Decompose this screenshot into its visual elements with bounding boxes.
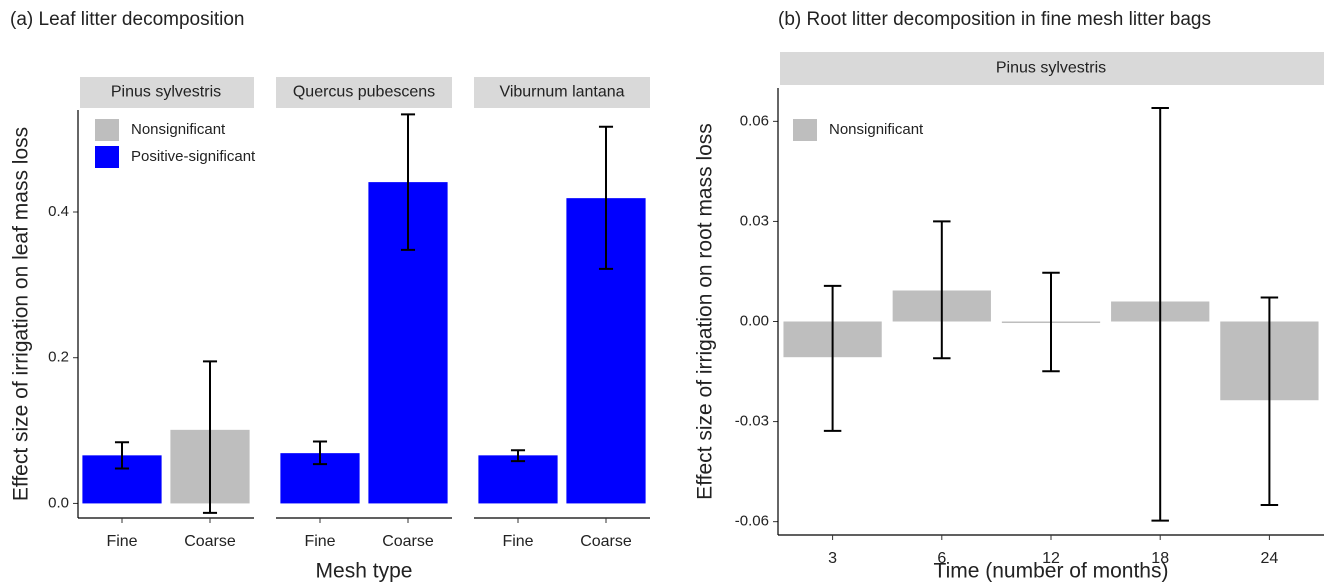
x-tick-label: Coarse	[184, 533, 236, 550]
legend-swatch	[95, 119, 119, 141]
facet-strip	[780, 52, 1324, 85]
y-tick-label: -0.06	[735, 513, 769, 530]
error-bar	[400, 113, 416, 251]
facet-strip	[474, 77, 650, 108]
error-bar	[202, 360, 218, 514]
x-tick-label: Coarse	[382, 533, 434, 550]
x-tick-label: 6	[937, 550, 946, 567]
facet-label: Pinus sylvestris	[111, 84, 221, 101]
x-axis-label: Mesh type	[316, 560, 413, 582]
y-axis-label: Effect size of irrigation on root mass l…	[694, 123, 717, 500]
x-tick-label: 24	[1261, 550, 1279, 567]
panel-title: (a) Leaf litter decomposition	[10, 9, 244, 30]
x-tick-label: Fine	[502, 533, 533, 550]
y-tick-label: 0.2	[48, 349, 69, 366]
x-tick-label: Coarse	[580, 533, 632, 550]
error-bar	[1042, 271, 1060, 373]
error-bar	[510, 449, 526, 463]
legend-swatch	[793, 119, 817, 141]
error-bar	[114, 441, 130, 470]
x-tick-label: Fine	[304, 533, 335, 550]
error-bar	[598, 125, 614, 270]
error-bar	[933, 220, 951, 360]
facet-label: Pinus sylvestris	[996, 60, 1106, 77]
error-bar	[1151, 107, 1169, 522]
legend-swatch	[95, 146, 119, 168]
x-tick-label: 12	[1042, 550, 1060, 567]
bar	[478, 455, 558, 504]
panel-title: (b) Root litter decomposition in fine me…	[778, 9, 1211, 30]
y-tick-label: 0.03	[740, 212, 769, 229]
y-tick-label: -0.03	[735, 413, 769, 430]
y-tick-label: 0.06	[740, 112, 769, 129]
error-bar	[312, 440, 328, 466]
facet-label: Viburnum lantana	[499, 84, 624, 101]
x-tick-label: 18	[1151, 550, 1169, 567]
y-tick-label: 0.00	[740, 312, 769, 329]
x-tick-label: Fine	[106, 533, 137, 550]
facet-strip	[276, 77, 452, 108]
legend-label: Nonsignificant	[131, 121, 226, 138]
legend-label: Positive-significant	[131, 148, 256, 165]
legend-label: Nonsignificant	[829, 121, 924, 138]
facet-label: Quercus pubescens	[293, 84, 435, 101]
error-bar	[1260, 296, 1279, 506]
error-bar	[823, 284, 842, 432]
y-axis-label: Effect size of irrigation on leaf mass l…	[10, 127, 33, 501]
y-tick-label: 0.4	[48, 203, 69, 220]
facet-strip	[80, 77, 254, 108]
x-axis-label: Time (number of months)	[934, 560, 1169, 582]
y-tick-label: 0.0	[48, 494, 69, 511]
x-tick-label: 3	[828, 550, 837, 567]
